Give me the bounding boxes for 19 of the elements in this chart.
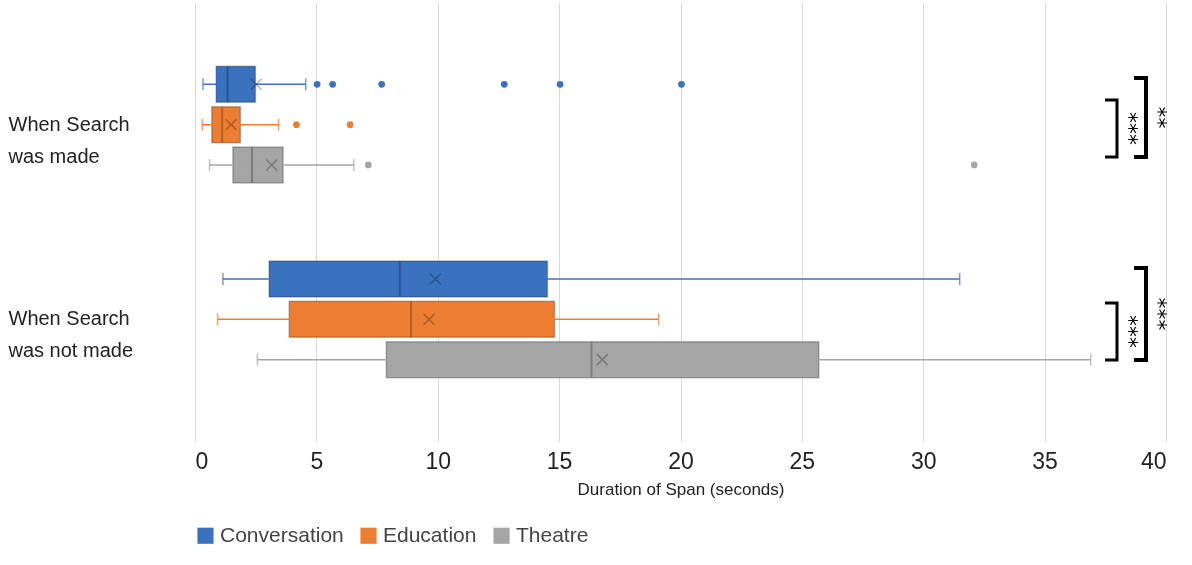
legend-label: Conversation <box>220 522 344 546</box>
y-tick-label: When Search was made <box>7 112 130 167</box>
annotation: *** <box>1117 112 1142 145</box>
annotation: *** <box>1117 315 1142 348</box>
annotation: *** <box>1146 297 1171 331</box>
x-tick-label: 40 <box>1140 447 1167 474</box>
y-tick-label: When Search was not made <box>7 307 134 362</box>
x-tick-label: 25 <box>789 447 816 474</box>
x-tick-label: 0 <box>195 447 209 474</box>
x-tick-label: 15 <box>546 447 573 474</box>
x-axis-title: Duration of Span (seconds) <box>577 479 785 499</box>
x-tick-label: 30 <box>910 447 937 474</box>
legend-label: Education <box>383 522 477 546</box>
annotation: ** <box>1146 106 1171 129</box>
x-tick-label: 35 <box>1032 447 1058 474</box>
x-tick-label: 20 <box>668 447 694 474</box>
x-tick-label: 5 <box>310 447 324 474</box>
x-tick-label: 10 <box>425 447 452 474</box>
legend-label: Theatre <box>516 522 589 546</box>
